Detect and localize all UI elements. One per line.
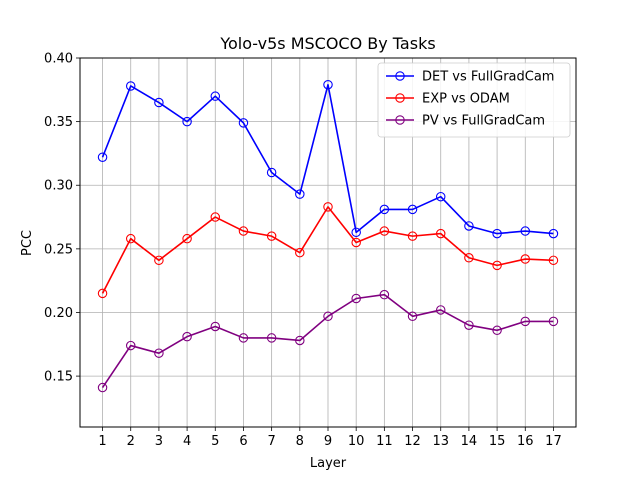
y-tick-label: 0.40 (44, 52, 73, 67)
data-point (182, 331, 192, 342)
data-point (435, 228, 446, 239)
data-point (182, 233, 192, 244)
x-tick-label: 16 (517, 434, 534, 449)
data-point (548, 316, 559, 327)
x-tick-label: 3 (155, 434, 163, 449)
legend-box (377, 62, 571, 138)
data-point (407, 204, 418, 215)
data-point (238, 226, 249, 236)
x-tick-label: 9 (324, 434, 332, 449)
data-point (97, 152, 108, 162)
data-point (464, 253, 474, 263)
y-tick-label: 0.25 (44, 242, 73, 257)
series-2 (97, 202, 559, 299)
data-point (97, 382, 108, 393)
series-line (101, 293, 554, 389)
y-tick-label: 0.20 (44, 306, 73, 321)
data-point (323, 202, 333, 212)
data-point (266, 231, 277, 241)
legend-item: DET vs FullGradCam (386, 70, 554, 85)
x-tick-label: 17 (545, 434, 562, 449)
data-point (266, 167, 277, 178)
legend-marker (395, 93, 405, 103)
data-point (492, 325, 502, 336)
data-point (295, 247, 305, 258)
data-point (379, 204, 390, 215)
data-point (295, 335, 305, 346)
data-point (238, 333, 249, 343)
legend: DET vs FullGradCam EXP vs ODAM PV vs FullG… (377, 62, 571, 138)
x-tick-label: 12 (404, 434, 421, 449)
x-tick-label: 15 (489, 434, 506, 449)
legend-item: EXP vs ODAM (386, 92, 510, 107)
series-layer (97, 79, 559, 393)
legend-label: EXP vs ODAM (422, 92, 510, 107)
data-point (210, 321, 221, 332)
legend-label: PV vs FullGradCam (422, 114, 545, 129)
x-tick-label: 8 (296, 434, 304, 449)
x-tick-label: 10 (348, 434, 365, 449)
y-axis-label: PCC (20, 230, 35, 256)
data-point (520, 254, 531, 264)
data-point (379, 289, 390, 300)
data-point (295, 189, 305, 199)
data-point (407, 311, 418, 322)
data-point (154, 97, 164, 108)
y-tick-label: 0.35 (44, 115, 73, 130)
data-point (323, 311, 333, 322)
legend-marker (395, 115, 405, 125)
legend-label: DET vs FullGradCam (422, 70, 554, 85)
chart-title: Yolo-v5s MSCOCO By Tasks (219, 34, 435, 53)
x-tick-label: 7 (267, 434, 275, 449)
data-point (520, 316, 531, 327)
data-point (464, 221, 474, 231)
y-tick-label: 0.30 (44, 179, 73, 194)
series-line (101, 83, 554, 235)
data-point (464, 320, 474, 330)
series-line (101, 206, 554, 294)
data-point (435, 191, 446, 202)
x-tick-label: 4 (183, 434, 191, 449)
data-point (435, 305, 446, 315)
data-point (238, 118, 249, 128)
data-point (125, 340, 136, 351)
data-point (548, 255, 559, 266)
data-point (266, 333, 277, 343)
data-point (548, 228, 559, 239)
data-point (154, 255, 164, 266)
data-point (97, 288, 108, 299)
x-tick-label: 13 (432, 434, 449, 449)
series-1 (97, 79, 559, 239)
x-tick-label: 1 (98, 434, 106, 449)
series-3 (97, 289, 559, 393)
data-point (407, 231, 418, 241)
data-point (210, 91, 221, 101)
axis-ticks: 1 2 3 4 5 6 7 8 9 10 11 12 13 14 15 16 170.150.200.250.3… (44, 52, 562, 450)
data-point (125, 233, 136, 244)
data-point (210, 212, 221, 222)
data-point (492, 260, 502, 271)
data-point (351, 237, 361, 248)
legend-marker (395, 71, 405, 81)
data-point (154, 348, 164, 358)
x-tick-label: 11 (376, 434, 393, 449)
x-axis-label: Layer (310, 456, 347, 471)
y-tick-label: 0.15 (44, 370, 73, 385)
data-point (125, 81, 136, 91)
data-point (182, 116, 192, 127)
data-point (351, 227, 361, 238)
legend-item: PV vs FullGradCam (386, 114, 545, 129)
data-point (351, 293, 361, 304)
data-point (323, 79, 333, 90)
x-tick-label: 14 (461, 434, 478, 449)
data-point (520, 226, 531, 236)
data-point (492, 228, 502, 239)
x-tick-label: 5 (211, 434, 219, 449)
x-tick-label: 2 (127, 434, 135, 449)
data-point (379, 226, 390, 236)
x-tick-label: 6 (239, 434, 247, 449)
